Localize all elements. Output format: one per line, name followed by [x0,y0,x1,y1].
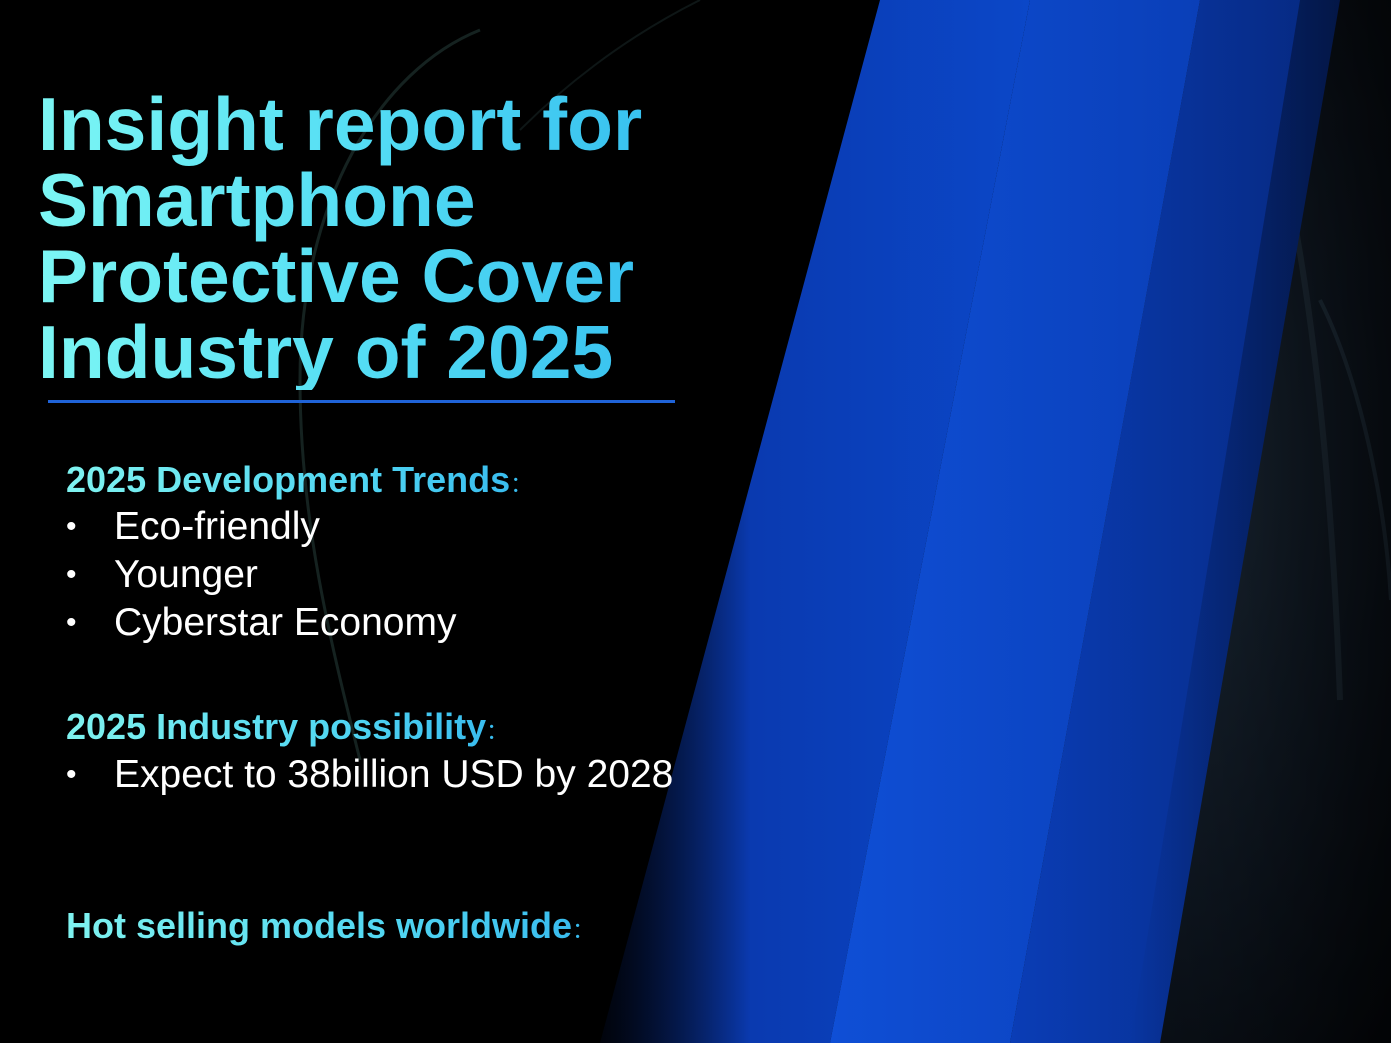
list-item: • Younger [62,551,674,599]
title-underline [48,400,675,403]
list-item: • Eco-friendly [62,503,674,551]
section-heading-text: 2025 Industry possibility [66,706,487,747]
heading-colon: ： [486,719,509,744]
list-item: • Expect to 38billion USD by 2028 [62,751,674,799]
curved-phone-edge-icon [298,28,481,761]
diagonal-blue-stripe-icon [600,0,1030,1043]
list-item-text: Cyberstar Economy [114,601,457,644]
list-item-text: Expect to 38billion USD by 2028 [114,753,674,796]
slide-title: Insight report for Smartphone Protective… [38,86,738,390]
bullet-icon: • [66,510,77,543]
section-heading-hot-models: Hot selling models worldwide： [66,906,594,951]
bullet-icon: • [66,606,77,639]
section-heading-trends: 2025 Development Trends： [66,460,532,505]
list-item-text: Eco-friendly [114,505,320,548]
title-line: Insight report for [38,82,643,166]
list-item: • Cyberstar Economy [62,599,674,647]
title-line: Industry of 2025 [38,310,614,394]
bullet-icon: • [66,558,77,591]
trends-list: • Eco-friendly • Younger • Cyberstar Eco… [62,503,674,647]
bullet-icon: • [66,758,77,791]
heading-colon: ： [572,918,595,943]
section-heading-possibility: 2025 Industry possibility： [66,707,508,752]
title-line: Protective Cover [38,234,635,318]
title-line: Smartphone [38,158,476,242]
list-item-text: Younger [114,553,258,596]
section-heading-text: 2025 Development Trends [66,459,511,500]
possibility-list: • Expect to 38billion USD by 2028 [62,751,674,799]
heading-colon: ： [510,472,533,497]
section-heading-text: Hot selling models worldwide [66,905,573,946]
